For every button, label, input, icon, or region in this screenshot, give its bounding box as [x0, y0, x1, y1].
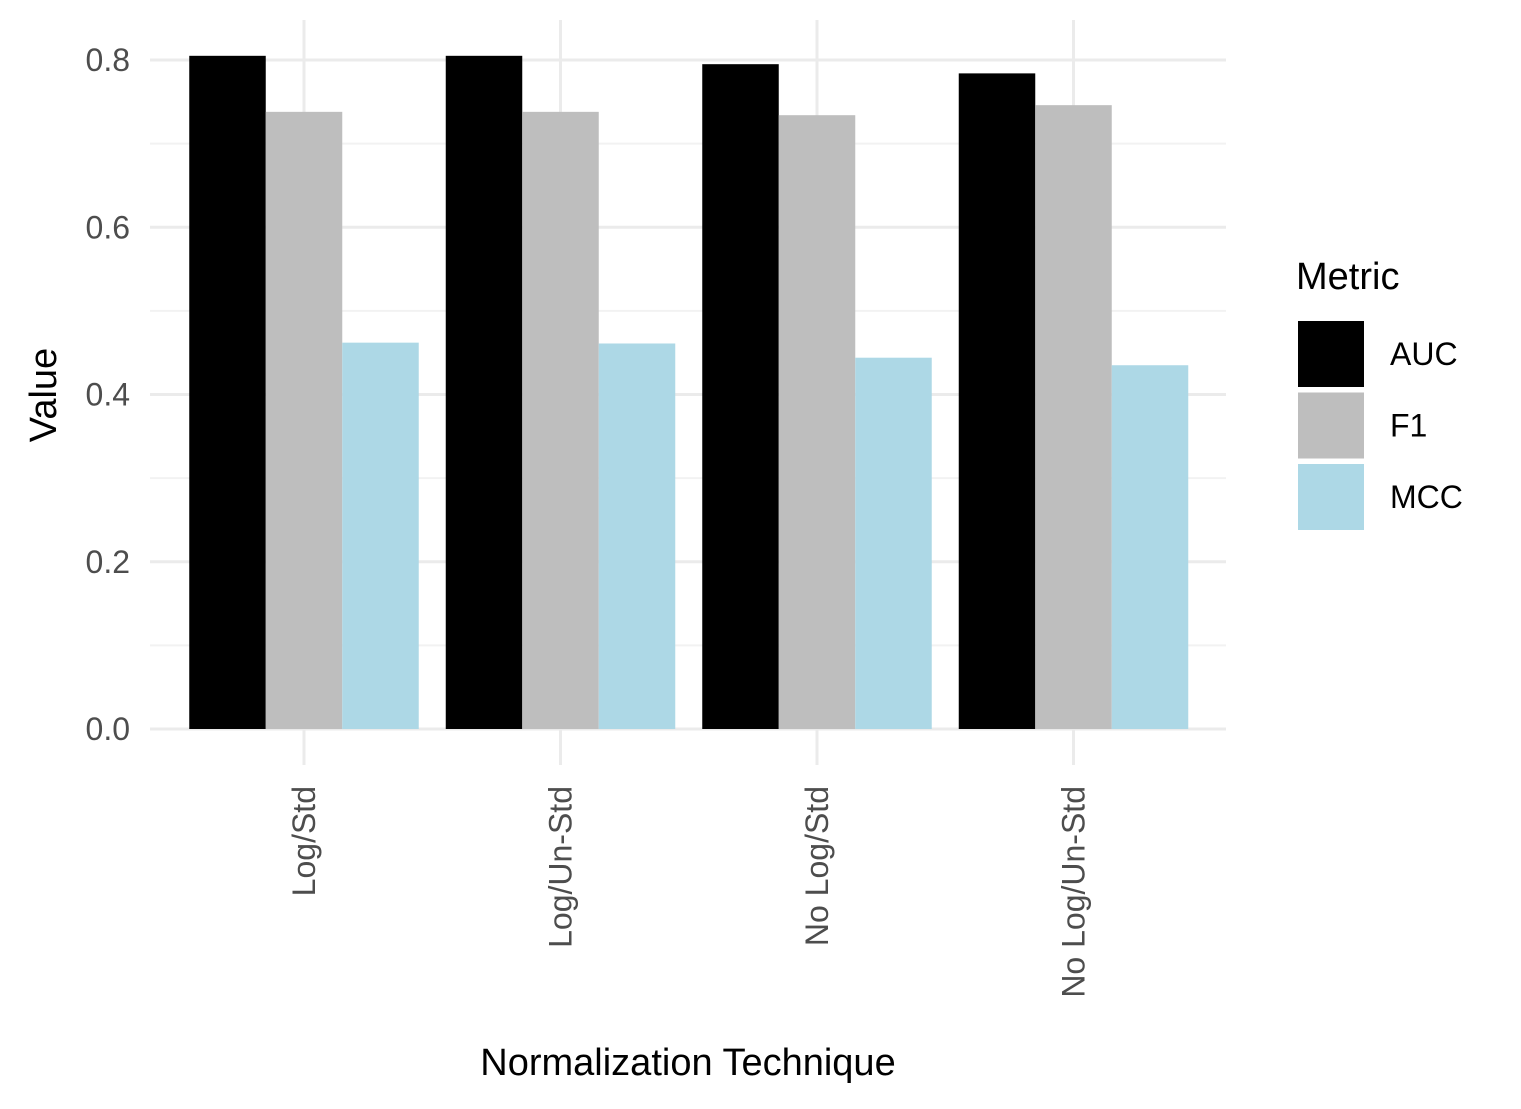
legend-items: AUC F1 MCC — [1298, 321, 1463, 530]
legend-label-auc: AUC — [1390, 336, 1458, 372]
bar-mcc-1 — [598, 343, 676, 729]
bar-auc-0 — [189, 55, 266, 730]
y-axis-title: Value — [23, 348, 65, 442]
y-tick-label: 0.0 — [86, 711, 130, 747]
x-tick-label: No Log/Std — [799, 786, 835, 946]
bar-f1-0 — [265, 111, 343, 729]
legend-key-mcc — [1298, 464, 1364, 530]
legend-key-auc — [1298, 321, 1364, 387]
bar-f1-2 — [778, 115, 856, 729]
x-axis-title: Normalization Technique — [480, 1042, 895, 1084]
x-tick-label: No Log/Un-Std — [1056, 786, 1092, 998]
x-tick-label: Log/Std — [286, 786, 322, 896]
x-tick-label: Log/Un-Std — [543, 786, 579, 948]
legend-label-mcc: MCC — [1390, 479, 1463, 515]
bar-mcc-0 — [342, 342, 419, 729]
legend: Metric AUC F1 MCC — [1296, 256, 1463, 530]
bar-auc-2 — [702, 64, 779, 729]
legend-title: Metric — [1296, 256, 1399, 298]
bar-auc-1 — [445, 55, 523, 730]
y-tick-label: 0.4 — [86, 377, 130, 413]
bar-auc-3 — [958, 73, 1036, 729]
legend-key-f1 — [1298, 392, 1364, 459]
y-tick-label: 0.2 — [86, 544, 130, 580]
bar-mcc-2 — [855, 357, 932, 729]
y-axis-ticks: 0.0 0.2 0.4 0.6 0.8 — [86, 42, 130, 747]
legend-label-f1: F1 — [1390, 408, 1427, 444]
bar-f1-1 — [522, 111, 599, 729]
bars — [189, 55, 1189, 730]
bar-mcc-3 — [1111, 365, 1189, 729]
bar-f1-3 — [1035, 105, 1112, 730]
x-axis-ticks: Log/Std Log/Un-Std No Log/Std No Log/Un-Std — [286, 786, 1092, 998]
y-tick-label: 0.6 — [86, 209, 130, 245]
y-tick-label: 0.8 — [86, 42, 130, 78]
